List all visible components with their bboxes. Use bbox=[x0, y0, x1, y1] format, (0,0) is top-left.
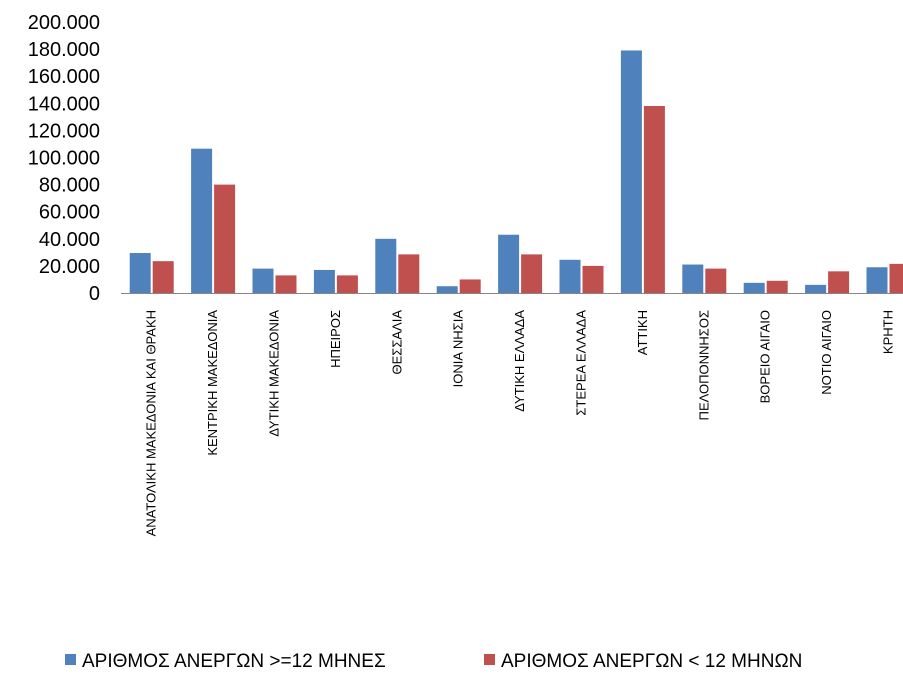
x-axis: ΑΝΑΤΟΛΙΚΗ ΜΑΚΕΔΟΝΙΑ ΚΑΙ ΘΡΑΚΗ ΚΕΝΤΡΙΚΗ ΜΑ… bbox=[121, 293, 903, 536]
x-category-label: ΘΕΣΣΑΛΙΑ bbox=[389, 310, 404, 375]
legend-swatch bbox=[65, 654, 76, 665]
bar-series-1 bbox=[436, 286, 458, 293]
bar-series-1 bbox=[743, 282, 765, 293]
bar-series-2 bbox=[152, 261, 174, 293]
bar-series-2 bbox=[582, 265, 604, 293]
bar-series-2 bbox=[705, 268, 727, 293]
x-category-label: ΑΝΑΤΟΛΙΚΗ ΜΑΚΕΔΟΝΙΑ ΚΑΙ ΘΡΑΚΗ bbox=[144, 310, 159, 536]
legend-swatch bbox=[484, 654, 495, 665]
bar-series-2 bbox=[459, 279, 481, 293]
x-category-label: ΙΟΝΙΑ ΝΗΣΙΑ bbox=[451, 310, 466, 388]
bar-series-2 bbox=[214, 184, 236, 293]
bar-series-2 bbox=[398, 254, 420, 293]
x-category-label: ΠΕΛΟΠΟΝΝΗΣΟΣ bbox=[696, 310, 711, 420]
x-category-label: ΗΠΕΙΡΟΣ bbox=[328, 310, 343, 368]
bar-series-2 bbox=[828, 271, 850, 293]
y-tick-label: 140.000 bbox=[28, 93, 100, 115]
bars bbox=[129, 50, 903, 293]
bar-series-2 bbox=[521, 254, 543, 293]
bar-series-1 bbox=[559, 259, 581, 293]
y-tick-label: 60.000 bbox=[39, 202, 100, 224]
bar-series-2 bbox=[889, 263, 903, 293]
x-category-label: ΣΤΕΡΕΑ ΕΛΛΑΔΑ bbox=[574, 310, 589, 416]
bar-series-1 bbox=[682, 264, 704, 293]
bar-series-1 bbox=[620, 50, 642, 293]
x-category-label: ΔΥΤΙΚΗ ΜΑΚΕΔΟΝΙΑ bbox=[267, 310, 282, 437]
y-tick-label: 0 bbox=[89, 283, 100, 305]
x-category-label: ΒΟΡΕΙΟ ΑΙΓΑΙΟ bbox=[758, 310, 773, 403]
legend: ΑΡΙΘΜΟΣ ΑΝΕΡΓΩΝ >=12 ΜΗΝΕΣ ΑΡΙΘΜΟΣ ΑΝΕΡΓΩ… bbox=[65, 651, 802, 672]
bar-series-1 bbox=[129, 253, 151, 293]
y-tick-label: 160.000 bbox=[28, 66, 100, 88]
bar-series-1 bbox=[191, 148, 213, 293]
y-tick-label: 180.000 bbox=[28, 39, 100, 61]
bar-series-1 bbox=[866, 267, 888, 293]
legend-label: ΑΡΙΘΜΟΣ ΑΝΕΡΓΩΝ < 12 ΜΗΝΩΝ bbox=[501, 651, 802, 672]
x-category-label: ΚΕΝΤΡΙΚΗ ΜΑΚΕΔΟΝΙΑ bbox=[205, 310, 220, 456]
y-tick-label: 40.000 bbox=[39, 229, 100, 251]
y-axis: 0 20.000 40.000 60.000 80.000 100.000 120.000 1… bbox=[28, 12, 100, 305]
bar-series-1 bbox=[313, 269, 335, 293]
bar-series-2 bbox=[275, 275, 297, 293]
bar-series-1 bbox=[252, 268, 274, 293]
y-tick-label: 20.000 bbox=[39, 256, 100, 278]
bar-series-1 bbox=[375, 238, 397, 293]
x-category-label: ΝΟΤΙΟ ΑΙΓΑΙΟ bbox=[819, 310, 834, 395]
bar-series-2 bbox=[643, 106, 665, 293]
x-category-label: ΑΤΤΙΚΗ bbox=[635, 310, 650, 355]
y-tick-label: 100.000 bbox=[28, 148, 100, 170]
x-category-label: ΚΡΗΤΗ bbox=[881, 310, 896, 354]
legend-label: ΑΡΙΘΜΟΣ ΑΝΕΡΓΩΝ >=12 ΜΗΝΕΣ bbox=[82, 651, 386, 672]
bar-series-1 bbox=[498, 234, 520, 293]
bar-series-2 bbox=[766, 280, 788, 293]
y-tick-label: 200.000 bbox=[28, 12, 100, 34]
bar-series-2 bbox=[336, 275, 358, 293]
x-category-label: ΔΥΤΙΚΗ ΕΛΛΑΔΑ bbox=[512, 310, 527, 412]
y-tick-label: 80.000 bbox=[39, 175, 100, 197]
y-tick-label: 120.000 bbox=[28, 120, 100, 142]
bar-series-1 bbox=[805, 284, 827, 293]
